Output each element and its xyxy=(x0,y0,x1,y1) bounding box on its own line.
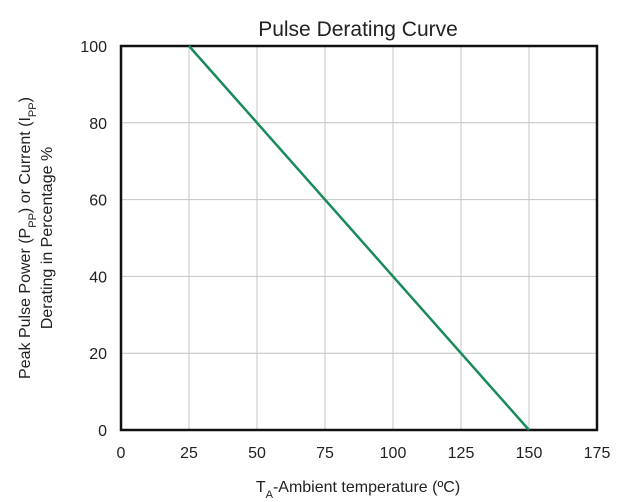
axis-label: TA-Ambient temperature (ºC) xyxy=(256,479,460,501)
y-tick-label: 0 xyxy=(98,423,107,440)
axis-label-part: ) or Current (I xyxy=(17,117,34,213)
axis-label-part: ) xyxy=(17,97,34,102)
axis-label: Derating in Percentage % xyxy=(39,147,56,329)
x-tick-label: 125 xyxy=(448,445,475,462)
y-tick-label: 60 xyxy=(89,193,107,210)
y-tick-label: 100 xyxy=(80,39,107,56)
axis-label-part: -Ambient temperature (ºC) xyxy=(273,479,460,496)
x-tick-label: 75 xyxy=(316,445,334,462)
x-tick-label: 50 xyxy=(248,445,266,462)
axis-label-part: Peak Pulse Power (P xyxy=(17,228,34,379)
x-tick-label: 100 xyxy=(380,445,407,462)
y-tick-label: 20 xyxy=(89,346,107,363)
y-tick-label: 40 xyxy=(89,269,107,286)
axis-label-part: T xyxy=(256,479,266,496)
axis-label-part: Derating in Percentage % xyxy=(39,147,56,329)
x-tick-label: 150 xyxy=(516,445,543,462)
data-line xyxy=(188,45,530,431)
x-tick-label: 175 xyxy=(584,445,611,462)
plot-frame xyxy=(119,44,599,432)
x-tick-label: 0 xyxy=(117,445,126,462)
axis-label-part: A xyxy=(266,489,274,501)
x-tick-label: 25 xyxy=(180,445,198,462)
axis-label-part: PP xyxy=(27,213,39,228)
y-tick-label: 80 xyxy=(89,116,107,133)
chart-title: Pulse Derating Curve xyxy=(258,18,458,41)
axis-label-part: PP xyxy=(27,102,39,117)
axis-label: Peak Pulse Power (PPP) or Current (IPP) xyxy=(17,97,39,379)
